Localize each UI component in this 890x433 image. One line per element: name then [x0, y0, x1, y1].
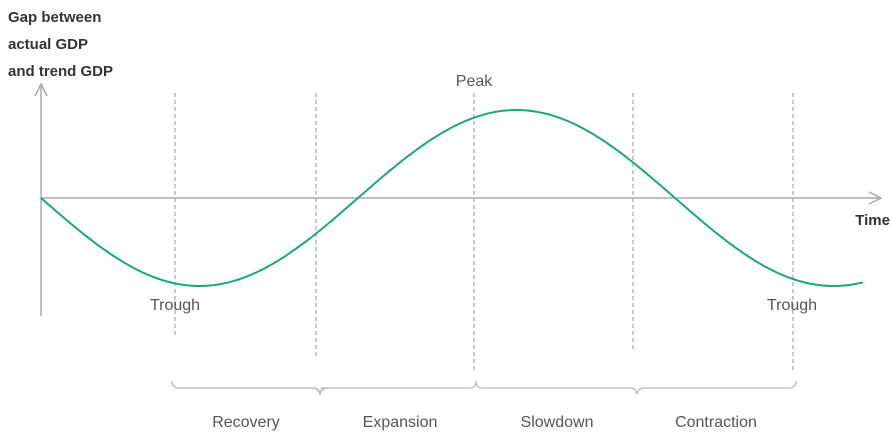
y-axis-label-line-1: Gap between [8, 9, 101, 26]
x-axis-label: Time [855, 212, 890, 229]
y-axis-label-line-3: and trend GDP [8, 63, 113, 80]
x-axis-arrowhead [868, 191, 883, 205]
y-axis-label-line-2: actual GDP [8, 36, 88, 53]
phase-label-slowdown: Slowdown [521, 414, 594, 431]
trough-label-right: Trough [767, 297, 817, 314]
bracket-contraction [636, 380, 797, 395]
phase-label-expansion: Expansion [363, 414, 438, 431]
bracket-expansion [319, 380, 477, 395]
trough-label-left: Trough [150, 297, 200, 314]
phase-label-recovery: Recovery [212, 414, 280, 431]
y-axis-arrowhead [34, 82, 48, 97]
phase-label-contraction: Contraction [675, 414, 757, 431]
bracket-slowdown [475, 380, 638, 395]
peak-label: Peak [456, 73, 493, 90]
gdp-gap-curve [40, 109, 864, 287]
bracket-recovery-left [171, 380, 321, 395]
